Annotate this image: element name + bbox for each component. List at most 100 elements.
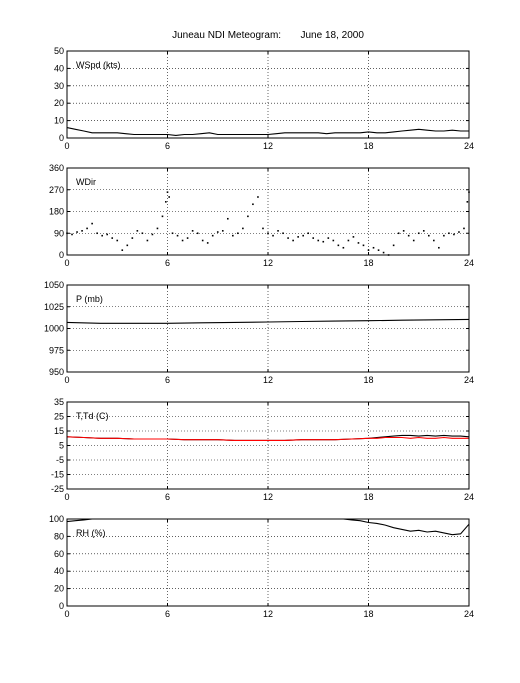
panel-2-series-1-point (272, 234, 274, 237)
panel-2-series-1-point (443, 234, 445, 237)
panel-4-xtick-label: 0 (64, 492, 69, 502)
panel-2-series-1-point (131, 237, 134, 239)
panel-4-xtick-label: 6 (165, 492, 170, 502)
panel-2-series-1-point (307, 232, 309, 235)
panel-2-series-1-point (458, 231, 460, 233)
panel-5-series-1-line (343, 518, 470, 536)
figure-title: Juneau NDI Meteogram: June 18, 2000 (172, 30, 364, 41)
panel-1-label: WSpd (kts) (76, 60, 121, 70)
panel-1-xtick-label: 24 (464, 141, 474, 151)
panel-5-ytick-label: 80 (54, 531, 64, 541)
panel-2-series-1-point (252, 203, 254, 206)
panel-2-series-1-point (433, 239, 435, 242)
panel-2-series-1-point (156, 227, 159, 230)
panel-2-series-1-point (312, 237, 315, 239)
panel-2-series-1-point (302, 234, 304, 237)
panel-2-series-1-point (463, 227, 465, 230)
panel-2-series-1-point (237, 232, 239, 235)
panel-5-xtick-label: 6 (165, 609, 170, 619)
panel-2-series-1-point (201, 239, 204, 242)
panel-2-series-1-point (257, 196, 259, 198)
panel-2-xtick-label: 24 (464, 258, 474, 268)
panel-2-series-1-point (211, 234, 214, 237)
panel-3-series-1-line (66, 318, 470, 324)
panel-2-series-1-point (267, 232, 269, 235)
panel-2-xtick-label: 0 (64, 258, 69, 268)
panel-2-xtick-label: 6 (165, 258, 170, 268)
panel-4-xtick-label: 24 (464, 492, 474, 502)
panel-2-series-1-point (402, 230, 405, 232)
panel-5-ytick-label: 100 (49, 514, 64, 524)
panel-2-ytick-label: 270 (49, 185, 64, 195)
panel-4-ytick-label: 15 (54, 426, 64, 436)
panel-3-xtick-label: 12 (263, 375, 273, 385)
panel-1-ytick-label: 40 (54, 63, 64, 73)
panel-2-series-1-point (71, 233, 73, 236)
panel-2-ytick-label: 360 (49, 163, 64, 173)
panel-5-ytick-label: 60 (54, 549, 64, 559)
panel-3-xtick-label: 18 (363, 375, 373, 385)
panel-1-series-1-line (66, 127, 469, 136)
panel-1-xtick-label: 0 (64, 141, 69, 151)
panel-2-series-1-point (377, 249, 380, 251)
panel-2-series-1-point (161, 215, 164, 218)
panel-1-ytick-label: 10 (54, 116, 64, 126)
panel-2-series-1-point (297, 236, 299, 238)
panel-4-ytick-label: 35 (54, 397, 64, 407)
panel-4-ytick-label: -25 (51, 484, 64, 494)
panel-1-ytick-label: 30 (54, 81, 64, 91)
panel-2-series-1-point (352, 236, 355, 238)
panel-2-series-1-point (116, 239, 119, 242)
panel-2-series-1-point (428, 234, 430, 237)
panel-2-series-1-point (168, 196, 170, 198)
panel-4-xtick-label: 12 (263, 492, 273, 502)
panel-3-label: P (mb) (76, 294, 103, 304)
panel-2-series-1-point (247, 215, 249, 218)
panel-2-xtick-label: 18 (363, 258, 373, 268)
panel-5-xtick-label: 12 (263, 609, 273, 619)
panel-1-xtick-label: 6 (165, 141, 170, 151)
panel-5-ytick-label: 40 (54, 566, 64, 576)
panel-2-series-1-point (96, 232, 98, 235)
panel-2-series-1-point (392, 244, 395, 247)
panel-4-ytick-label: 5 (59, 441, 64, 451)
panel-2-series-1-point (282, 232, 284, 235)
panel-1-xtick-label: 12 (263, 141, 273, 151)
panel-2-series-1-point (332, 239, 335, 242)
panel-2-series-1-point (382, 251, 385, 254)
panel-2-series-1-point (227, 217, 229, 220)
panel-2-series-1-point (196, 232, 199, 235)
panel-2-series-1-point (422, 230, 425, 232)
panel-2-series-1-point (141, 232, 144, 235)
panel-2-series-1-point (337, 244, 340, 247)
panel-2-series-1-point (126, 244, 129, 247)
panel-4-ytick-label: -5 (56, 455, 64, 465)
panel-2-series-1-point (191, 230, 194, 232)
panel-2-series-1-point (181, 239, 184, 242)
panel-4-series-2-line (66, 436, 469, 441)
panel-3-ytick-label: 1025 (44, 302, 64, 312)
panel-1-ytick-label: 0 (59, 133, 64, 143)
panel-2-series-1-point (342, 246, 345, 249)
panel-2-series-1-point (466, 201, 469, 203)
panel-2-series-1-point (151, 233, 154, 236)
panel-2-series-1-point (397, 232, 400, 235)
panel-2-series-1-point (91, 222, 93, 225)
panel-2-series-1-point (166, 191, 169, 193)
panel-4-ytick-label: 25 (54, 412, 64, 422)
panel-2-series-1-point (327, 237, 330, 239)
panel-2-series-1-point (146, 239, 149, 242)
panel-2-series-1-point (322, 240, 325, 243)
panel-2-series-1-point (176, 234, 179, 237)
panel-3-xtick-label: 6 (165, 375, 170, 385)
panel-2-series-1-point (262, 227, 264, 230)
panel-3-xtick-label: 0 (64, 375, 69, 385)
panel-3-xtick-label: 24 (464, 375, 474, 385)
panel-2-series-1-point (407, 234, 410, 237)
panel-2-series-1-point (216, 231, 219, 233)
panel-3-ytick-label: 950 (49, 367, 64, 377)
panel-2-series-1-point (292, 239, 294, 242)
panel-2-series-1-point (232, 234, 234, 237)
panel-5-ytick-label: 20 (54, 584, 64, 594)
